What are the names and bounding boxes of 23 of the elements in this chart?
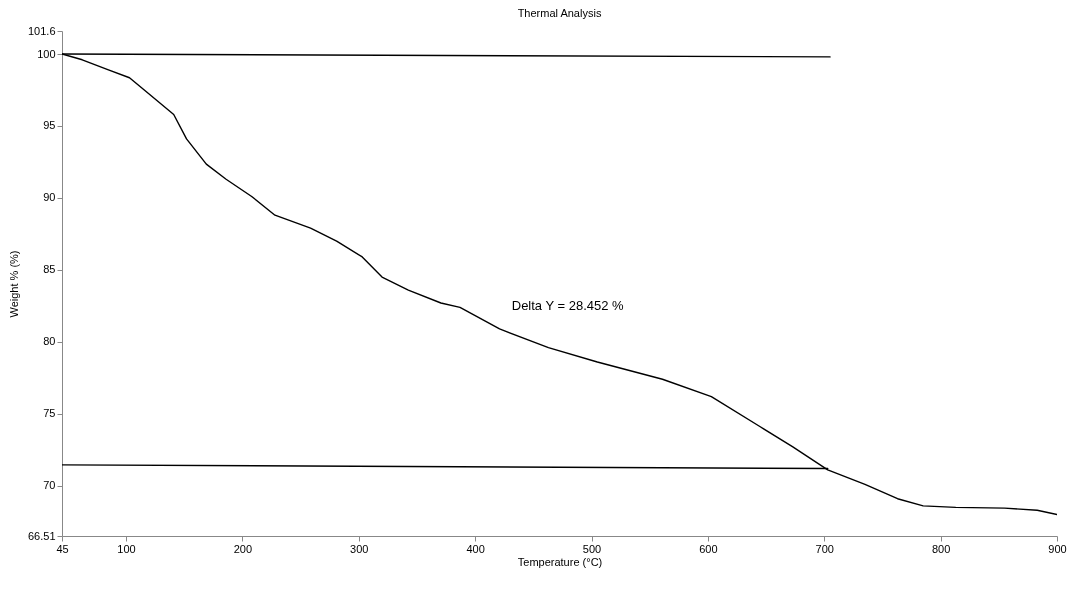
annotation: Delta Y = 28.452 %: [511, 298, 625, 314]
x-tick-label: 700: [815, 542, 834, 555]
x-tick-label: 500: [582, 542, 602, 555]
y-tick-label: 75: [43, 407, 56, 420]
y-axis-title: Weight % (%): [7, 250, 20, 318]
y-tick-label: 80: [43, 335, 56, 348]
y-tick-label: 70: [43, 479, 56, 492]
y-tick-label: 85: [43, 263, 56, 276]
y-tick-label: 101.6: [27, 24, 56, 37]
x-tick-label: 100: [117, 542, 136, 555]
y-tick-label: 100: [37, 47, 56, 60]
x-tick-label: 45: [56, 542, 69, 555]
x-axis-title: Temperature (°C): [517, 555, 603, 568]
y-tick-label: 95: [43, 119, 56, 132]
x-tick-label: 800: [931, 542, 951, 555]
x-tick-label: 200: [233, 542, 253, 555]
x-tick-label: 300: [350, 542, 369, 555]
x-tick-label: 600: [699, 542, 718, 555]
y-tick-label: 66.51: [27, 529, 56, 542]
x-tick-label: 900: [1048, 542, 1067, 555]
chart-title: Thermal Analysis: [517, 7, 602, 19]
x-tick-label: 400: [466, 542, 485, 555]
y-tick-label: 90: [43, 191, 56, 204]
